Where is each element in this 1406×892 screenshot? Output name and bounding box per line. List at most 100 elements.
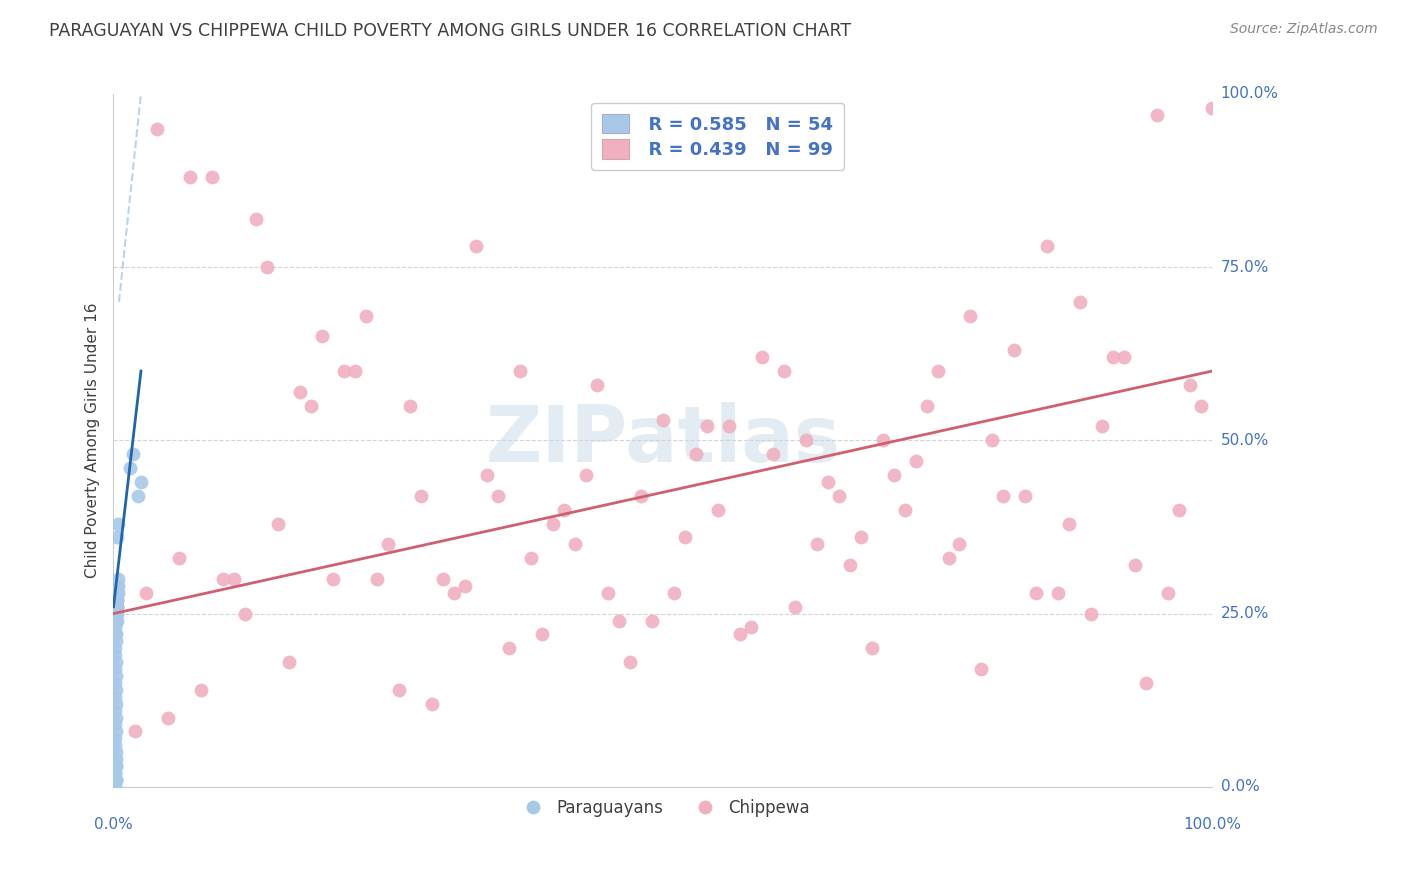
Point bbox=[233, 607, 256, 621]
Point bbox=[212, 572, 235, 586]
Point bbox=[290, 384, 312, 399]
Point bbox=[267, 516, 290, 531]
Text: ZIPatlas: ZIPatlas bbox=[485, 402, 841, 478]
Point bbox=[630, 489, 652, 503]
Point bbox=[1157, 586, 1180, 600]
Point bbox=[104, 592, 127, 607]
Point bbox=[104, 717, 127, 731]
Point bbox=[224, 572, 246, 586]
Point bbox=[1189, 399, 1212, 413]
Legend: Paraguayans, Chippewa: Paraguayans, Chippewa bbox=[509, 792, 817, 823]
Point bbox=[509, 364, 531, 378]
Point bbox=[1123, 558, 1146, 573]
Point bbox=[938, 551, 960, 566]
Point bbox=[104, 766, 127, 780]
Point bbox=[104, 738, 127, 752]
Point bbox=[104, 676, 127, 690]
Point bbox=[104, 780, 127, 794]
Point bbox=[772, 364, 794, 378]
Point bbox=[1025, 586, 1047, 600]
Point bbox=[685, 447, 707, 461]
Point bbox=[696, 419, 718, 434]
Point bbox=[959, 309, 981, 323]
Point bbox=[105, 530, 128, 544]
Point bbox=[1059, 516, 1081, 531]
Point bbox=[377, 537, 399, 551]
Point bbox=[333, 364, 356, 378]
Text: PARAGUAYAN VS CHIPPEWA CHILD POVERTY AMONG GIRLS UNDER 16 CORRELATION CHART: PARAGUAYAN VS CHIPPEWA CHILD POVERTY AMO… bbox=[49, 22, 852, 40]
Y-axis label: Child Poverty Among Girls Under 16: Child Poverty Among Girls Under 16 bbox=[86, 302, 100, 578]
Point bbox=[762, 447, 785, 461]
Point bbox=[190, 682, 212, 697]
Point bbox=[486, 489, 509, 503]
Point bbox=[970, 662, 993, 676]
Point bbox=[104, 641, 127, 656]
Point bbox=[981, 434, 1004, 448]
Point bbox=[1146, 108, 1168, 122]
Point bbox=[104, 759, 127, 773]
Point bbox=[827, 489, 849, 503]
Point bbox=[366, 572, 388, 586]
Point bbox=[278, 655, 301, 669]
Point bbox=[399, 399, 422, 413]
Point bbox=[322, 572, 344, 586]
Point bbox=[104, 772, 127, 787]
Point bbox=[107, 586, 129, 600]
Point bbox=[256, 260, 278, 274]
Point bbox=[1114, 350, 1136, 364]
Point bbox=[454, 579, 477, 593]
Point bbox=[1180, 378, 1202, 392]
Point bbox=[122, 447, 145, 461]
Point bbox=[849, 530, 872, 544]
Point bbox=[311, 329, 333, 343]
Text: 0.0%: 0.0% bbox=[1220, 780, 1260, 795]
Point bbox=[641, 614, 664, 628]
Point bbox=[883, 468, 905, 483]
Point bbox=[1069, 294, 1091, 309]
Text: 75.0%: 75.0% bbox=[1220, 260, 1268, 275]
Point bbox=[465, 239, 488, 253]
Text: 25.0%: 25.0% bbox=[1220, 606, 1268, 621]
Point bbox=[107, 572, 129, 586]
Point bbox=[817, 475, 839, 489]
Point bbox=[596, 586, 619, 600]
Point bbox=[104, 599, 127, 614]
Point bbox=[707, 502, 730, 516]
Point bbox=[169, 551, 191, 566]
Point bbox=[105, 592, 128, 607]
Point bbox=[619, 655, 641, 669]
Point bbox=[245, 211, 267, 226]
Point bbox=[1135, 676, 1157, 690]
Point bbox=[673, 530, 696, 544]
Point bbox=[105, 599, 128, 614]
Point bbox=[1091, 419, 1114, 434]
Point bbox=[135, 586, 157, 600]
Point bbox=[607, 614, 630, 628]
Point bbox=[1168, 502, 1191, 516]
Point bbox=[104, 731, 127, 746]
Point bbox=[124, 724, 146, 739]
Point bbox=[104, 620, 127, 634]
Point bbox=[872, 434, 894, 448]
Text: 50.0%: 50.0% bbox=[1220, 433, 1268, 448]
Text: 100.0%: 100.0% bbox=[1220, 87, 1278, 102]
Point bbox=[107, 516, 129, 531]
Point bbox=[728, 627, 751, 641]
Point bbox=[651, 412, 673, 426]
Point bbox=[1201, 101, 1223, 115]
Point bbox=[104, 766, 127, 780]
Point bbox=[104, 710, 127, 724]
Point bbox=[104, 662, 127, 676]
Point bbox=[104, 634, 127, 648]
Point bbox=[104, 780, 127, 794]
Point bbox=[893, 502, 915, 516]
Point bbox=[105, 599, 128, 614]
Point bbox=[662, 586, 685, 600]
Point bbox=[104, 724, 127, 739]
Point bbox=[520, 551, 543, 566]
Point bbox=[105, 579, 128, 593]
Point bbox=[432, 572, 454, 586]
Point bbox=[541, 516, 564, 531]
Text: 0.0%: 0.0% bbox=[94, 817, 134, 832]
Point bbox=[104, 614, 127, 628]
